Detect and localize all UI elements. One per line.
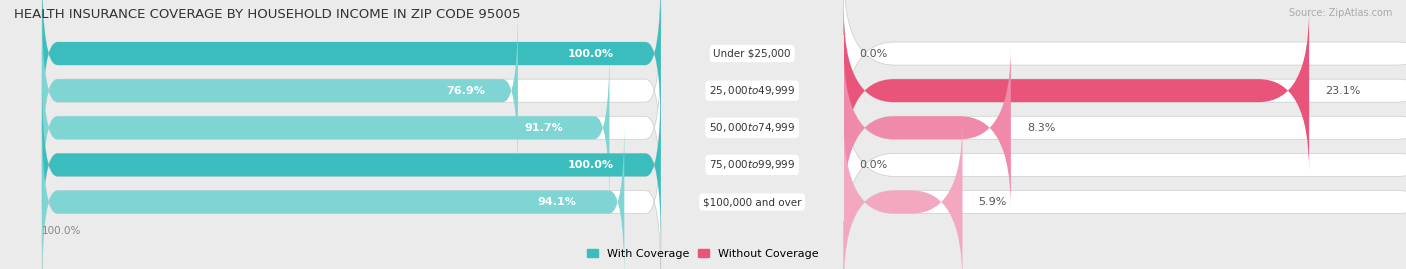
FancyBboxPatch shape [844, 0, 1406, 135]
FancyBboxPatch shape [42, 121, 661, 269]
FancyBboxPatch shape [844, 47, 1406, 209]
Text: 91.7%: 91.7% [524, 123, 564, 133]
Text: Under $25,000: Under $25,000 [713, 48, 792, 59]
Text: 0.0%: 0.0% [859, 160, 889, 170]
FancyBboxPatch shape [42, 9, 661, 172]
FancyBboxPatch shape [42, 121, 624, 269]
Text: 100.0%: 100.0% [42, 226, 82, 236]
Text: $75,000 to $99,999: $75,000 to $99,999 [709, 158, 796, 171]
FancyBboxPatch shape [42, 47, 661, 209]
FancyBboxPatch shape [42, 47, 609, 209]
Text: HEALTH INSURANCE COVERAGE BY HOUSEHOLD INCOME IN ZIP CODE 95005: HEALTH INSURANCE COVERAGE BY HOUSEHOLD I… [14, 8, 520, 21]
Text: 0.0%: 0.0% [859, 48, 889, 59]
Text: 23.1%: 23.1% [1326, 86, 1361, 96]
FancyBboxPatch shape [844, 47, 1011, 209]
Text: $50,000 to $74,999: $50,000 to $74,999 [709, 121, 796, 134]
FancyBboxPatch shape [844, 84, 1406, 246]
Text: 100.0%: 100.0% [568, 48, 614, 59]
FancyBboxPatch shape [844, 9, 1309, 172]
FancyBboxPatch shape [42, 0, 661, 135]
FancyBboxPatch shape [42, 84, 661, 246]
Legend: With Coverage, Without Coverage: With Coverage, Without Coverage [582, 245, 824, 263]
Text: 100.0%: 100.0% [568, 160, 614, 170]
FancyBboxPatch shape [42, 9, 517, 172]
FancyBboxPatch shape [844, 9, 1406, 172]
Text: $100,000 and over: $100,000 and over [703, 197, 801, 207]
FancyBboxPatch shape [844, 121, 963, 269]
FancyBboxPatch shape [42, 84, 661, 246]
Text: $25,000 to $49,999: $25,000 to $49,999 [709, 84, 796, 97]
FancyBboxPatch shape [42, 0, 661, 135]
Text: 8.3%: 8.3% [1026, 123, 1056, 133]
Text: 5.9%: 5.9% [979, 197, 1007, 207]
FancyBboxPatch shape [844, 121, 1406, 269]
Text: 94.1%: 94.1% [537, 197, 576, 207]
Text: Source: ZipAtlas.com: Source: ZipAtlas.com [1288, 8, 1392, 18]
Text: 76.9%: 76.9% [447, 86, 485, 96]
